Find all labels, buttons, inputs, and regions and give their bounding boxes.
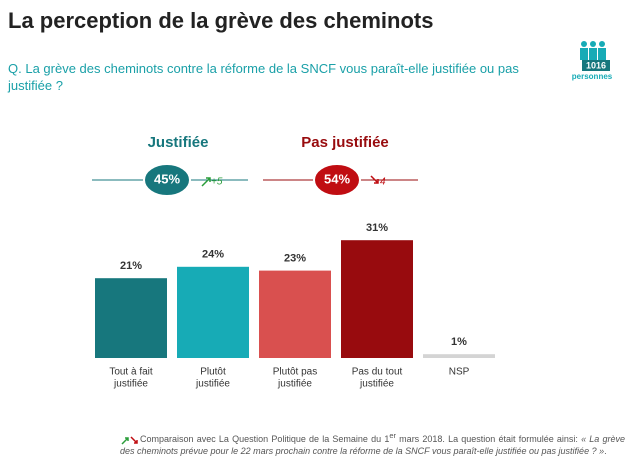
footnote-text: Comparaison avec La Question Politique d… (140, 434, 390, 444)
summary-label: Pas justifiée (301, 134, 389, 151)
category-label: justifiée (113, 379, 148, 390)
footnote-text: . (604, 446, 607, 456)
up-arrow (201, 177, 211, 187)
sample-badge: 1016 personnes (572, 41, 613, 81)
arrows-icon (121, 436, 138, 445)
bar (95, 278, 167, 358)
category-label: justifiée (195, 379, 230, 390)
bar (259, 270, 331, 358)
category-label: Tout à fait (109, 367, 153, 378)
value-label: 31% (366, 222, 388, 234)
summary-value: 45% (154, 171, 180, 186)
summary-badge (313, 163, 361, 197)
sample-size: 1016 (586, 60, 606, 70)
category-label: Pas du tout (352, 367, 403, 378)
footnote-quote: « La grève des cheminots prévue pour le … (120, 434, 625, 456)
value-label: 24% (202, 249, 224, 261)
value-label: 23% (284, 253, 306, 265)
category-label: NSP (449, 367, 470, 378)
footnote-sup: er (389, 431, 396, 440)
summary-badge (143, 163, 191, 197)
bar (423, 354, 495, 358)
footnote: Comparaison avec La Question Politique d… (120, 430, 625, 457)
summary-change: 4 (380, 177, 386, 188)
bar (177, 266, 249, 358)
value-label: 21% (120, 260, 142, 272)
value-label: 1% (451, 336, 467, 348)
down-arrow (370, 175, 379, 184)
summary-change: +5 (211, 177, 223, 188)
bar (341, 240, 413, 358)
question: Q. La grève des cheminots contre la réfo… (8, 61, 519, 93)
title: La perception de la grève des cheminots (8, 8, 433, 33)
category-label: justifiée (277, 379, 312, 390)
sample-unit: personnes (572, 72, 613, 81)
category-label: justifiée (359, 379, 394, 390)
summary-value: 54% (324, 171, 350, 186)
footnote-text: mars 2018. La question était formulée ai… (396, 434, 582, 444)
category-label: Plutôt (200, 367, 226, 378)
summary-label: Justifiée (148, 134, 209, 151)
category-label: Plutôt pas (273, 367, 317, 378)
